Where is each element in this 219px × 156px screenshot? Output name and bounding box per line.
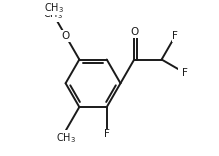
Text: O: O: [62, 31, 70, 41]
Text: CH$_3$: CH$_3$: [44, 1, 64, 15]
Text: O: O: [130, 27, 138, 37]
Text: F: F: [182, 68, 188, 78]
Text: F: F: [104, 129, 110, 139]
Text: CH$_3$: CH$_3$: [43, 7, 63, 21]
Text: F: F: [172, 31, 178, 41]
Text: CH$_3$: CH$_3$: [56, 131, 76, 145]
